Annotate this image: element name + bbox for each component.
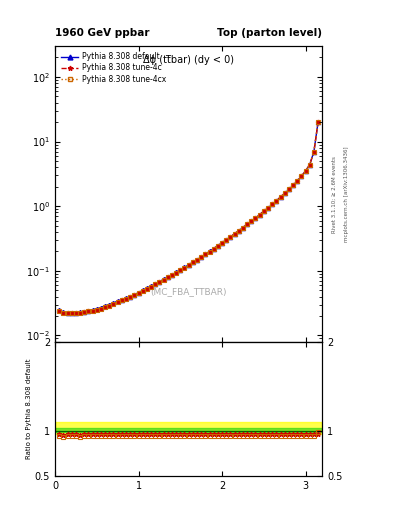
- Bar: [55, 428, 322, 432]
- Y-axis label: Ratio to Pythia 8.308 default: Ratio to Pythia 8.308 default: [26, 359, 32, 459]
- Text: 1960 GeV ppbar: 1960 GeV ppbar: [55, 28, 149, 38]
- Text: Rivet 3.1.10; ≥ 2.6M events: Rivet 3.1.10; ≥ 2.6M events: [332, 156, 337, 233]
- Text: (MC_FBA_TTBAR): (MC_FBA_TTBAR): [151, 287, 227, 296]
- Text: Δϕ (tt̅bar) (dy < 0): Δϕ (tt̅bar) (dy < 0): [143, 55, 234, 65]
- Legend: Pythia 8.308 default, Pythia 8.308 tune-4c, Pythia 8.308 tune-4cx: Pythia 8.308 default, Pythia 8.308 tune-…: [59, 50, 168, 86]
- Text: Top (parton level): Top (parton level): [217, 28, 322, 38]
- Text: mcplots.cern.ch [arXiv:1306.3436]: mcplots.cern.ch [arXiv:1306.3436]: [344, 147, 349, 242]
- Bar: [55, 422, 322, 434]
